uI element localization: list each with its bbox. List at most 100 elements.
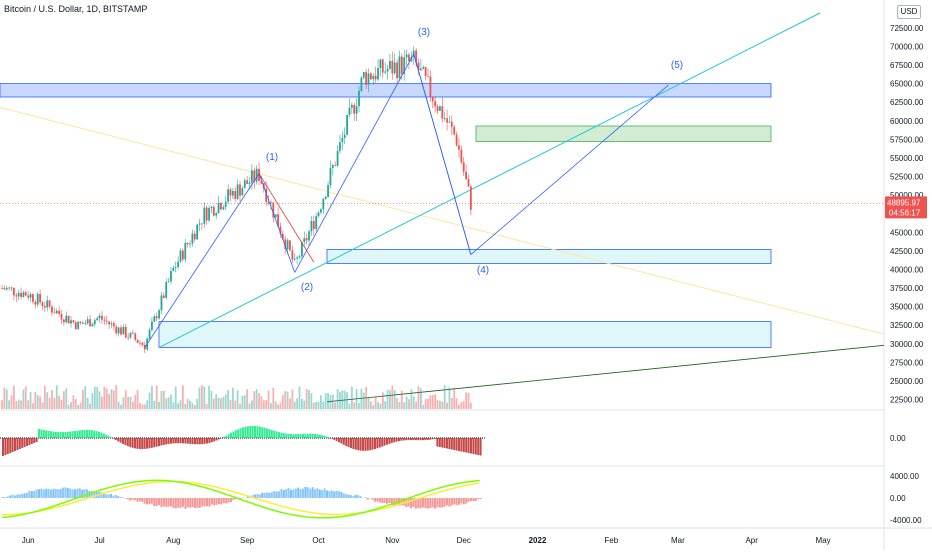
- osc1-bar: [352, 438, 354, 449]
- osc2-bar: [153, 498, 155, 506]
- candle-body: [256, 169, 258, 182]
- candle-body: [139, 343, 141, 344]
- osc2-tick: 4000.00: [890, 472, 919, 481]
- osc1-bar: [345, 438, 347, 446]
- osc2-bar: [2, 497, 4, 498]
- candle-body: [211, 207, 213, 208]
- volume-bar: [70, 402, 72, 409]
- y-tick-label: 57500.00: [890, 135, 924, 144]
- osc1-bar: [446, 438, 448, 449]
- osc2-bar: [57, 489, 59, 498]
- candle-body: [346, 115, 348, 135]
- osc2-bar: [345, 494, 347, 498]
- osc2-bar: [223, 498, 225, 503]
- osc2-bar: [451, 498, 453, 505]
- osc1-bar: [50, 431, 52, 438]
- volume-bar: [187, 399, 189, 409]
- candle-body: [125, 327, 127, 338]
- osc1-bar: [105, 435, 107, 438]
- volume-bar: [451, 398, 453, 409]
- candle-body: [182, 251, 184, 260]
- osc1-bar: [252, 426, 254, 438]
- osc1-bar: [189, 438, 191, 444]
- osc2-bar: [472, 498, 474, 501]
- osc1-bar: [386, 438, 388, 445]
- candle-body: [430, 77, 432, 97]
- volume-bar: [11, 395, 13, 409]
- volume-bar: [206, 404, 208, 409]
- osc1-bar: [367, 438, 369, 451]
- volume-bar: [199, 388, 201, 409]
- osc2-bar: [336, 491, 338, 498]
- candle-body: [387, 69, 389, 72]
- osc1-bar: [309, 434, 311, 438]
- osc2-bar: [177, 498, 179, 508]
- candle-body: [294, 259, 296, 260]
- osc1-bar: [91, 430, 93, 438]
- candle-body: [153, 316, 155, 321]
- osc1-bar: [355, 438, 357, 450]
- osc2-bar: [297, 488, 299, 498]
- candle-body: [70, 320, 72, 323]
- osc2-bar: [220, 498, 222, 504]
- candle-body: [327, 185, 329, 197]
- volume-bar: [127, 397, 129, 409]
- candle-body: [358, 91, 360, 106]
- wave-label: (4): [477, 265, 489, 276]
- zone-support: [327, 249, 771, 263]
- osc1-bar: [24, 438, 26, 447]
- volume-bar: [201, 385, 203, 409]
- volume-bar: [446, 403, 448, 409]
- volume-bar: [439, 401, 441, 409]
- osc2-bar: [172, 498, 174, 508]
- volume-bar: [175, 387, 177, 409]
- candle-body: [132, 333, 134, 334]
- osc1-bar: [336, 438, 338, 441]
- osc2-bar: [264, 493, 266, 498]
- volume-bar: [391, 386, 393, 409]
- candle-body: [111, 323, 113, 324]
- osc1-bar: [98, 432, 100, 438]
- currency-badge[interactable]: USD: [897, 5, 921, 19]
- osc1-bar: [117, 438, 119, 441]
- volume-bar: [49, 398, 51, 409]
- volume-bar: [296, 398, 298, 409]
- volume-bar: [6, 389, 8, 409]
- osc1-bar: [184, 438, 186, 443]
- osc1-bar: [153, 438, 155, 447]
- chart-title: Bitcoin / U.S. Dollar, 1D, BITSTAMP: [4, 4, 147, 14]
- volume-bar: [437, 400, 439, 409]
- volume-bar: [244, 395, 246, 409]
- x-tick-label: May: [816, 536, 831, 545]
- candle-body: [382, 60, 384, 73]
- osc1-bar: [304, 434, 306, 438]
- wave-label: (1): [266, 152, 278, 163]
- candle-body: [84, 323, 86, 324]
- osc2-bar: [321, 490, 323, 498]
- osc1-bar: [52, 432, 54, 438]
- osc1-bar: [21, 438, 23, 448]
- osc1-bar: [38, 429, 40, 438]
- volume-bar: [142, 404, 144, 409]
- volume-bar: [203, 387, 205, 409]
- candle-body: [122, 327, 124, 334]
- candle-body: [208, 208, 210, 221]
- candle-body: [232, 191, 234, 196]
- candle-body: [115, 326, 117, 333]
- osc2-bar: [434, 498, 436, 509]
- osc1-bar: [194, 438, 196, 444]
- volume-bar: [249, 403, 251, 409]
- candle-body: [199, 223, 201, 224]
- osc1-bar: [434, 438, 436, 439]
- candle-body: [444, 118, 446, 119]
- osc2-bar: [28, 491, 30, 498]
- osc2-bar: [374, 498, 376, 502]
- candle-body: [32, 294, 34, 302]
- candle-body: [308, 231, 310, 240]
- osc1-bar: [410, 438, 412, 440]
- osc2-bar: [312, 487, 314, 498]
- candle-body: [156, 316, 158, 318]
- volume-bar: [275, 401, 277, 409]
- x-tick-label: Feb: [604, 536, 618, 545]
